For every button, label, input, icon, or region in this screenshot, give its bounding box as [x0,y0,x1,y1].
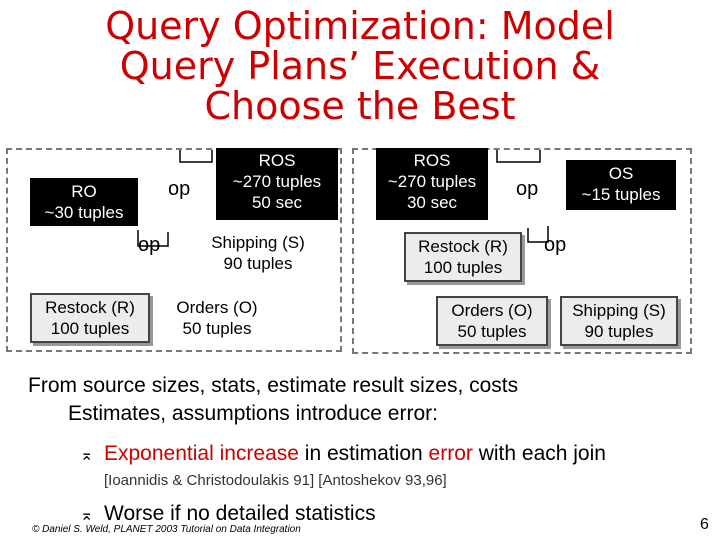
text-line-1: From source sizes, stats, estimate resul… [28,374,519,397]
right-orders-name: Orders (O) [451,301,533,320]
right-ros-box: ROS ~270 tuples 30 sec [376,148,488,220]
right-orders-box: Orders (O) 50 tuples [436,296,548,346]
left-orders-size: 50 tuples [182,319,252,338]
left-op-top: op [168,178,191,200]
right-shipping-size: 90 tuples [584,322,654,341]
bullet2-text: Worse if no detailed statistics [104,502,376,525]
bullet-exponential: ⌅ Exponential increase in estimation erro… [80,442,606,466]
left-restock-box: Restock (R) 100 tuples [30,293,150,343]
right-shipping-name: Shipping (S) [572,301,666,320]
left-ros-name: ROS [258,151,296,170]
left-op-mid: op [138,234,161,256]
citation-text: [Ioannidis & Christodoulakis 91] [Antosh… [104,472,447,489]
right-shipping-box: Shipping (S) 90 tuples [560,296,678,346]
right-plan-frame [352,148,692,354]
bullet1-highlight: Exponential increase [104,442,299,465]
text-line-2: Estimates, assumptions introduce error: [68,402,438,425]
left-restock-size: 100 tuples [50,319,130,338]
title-line-3: Choose the Best [204,84,516,128]
right-orders-size: 50 tuples [457,322,527,341]
right-restock-name: Restock (R) [418,237,508,256]
right-op-mid: op [544,234,567,256]
bullet1-mid: in estimation [298,442,429,465]
right-os-size: ~15 tuples [581,185,661,204]
right-ros-cost: 30 sec [406,193,458,212]
left-shipping-name: Shipping (S) [211,233,305,252]
bullet1-error: error [428,442,473,465]
left-ro-name: RO [71,182,97,201]
left-restock-name: Restock (R) [45,298,135,317]
bullet-icon: ⌅ [80,505,94,524]
right-restock-box: Restock (R) 100 tuples [404,232,522,282]
title-line-1: Query Optimization: Model [105,4,615,48]
bullet-statistics: ⌅ Worse if no detailed statistics [80,502,376,526]
right-restock-size: 100 tuples [423,258,503,277]
page-number: 6 [700,516,709,533]
left-plan-frame [6,148,342,352]
right-os-box: OS ~15 tuples [566,160,676,210]
left-ros-size: ~270 tuples [232,172,322,191]
right-op-top: op [516,178,539,200]
left-shipping-size: 90 tuples [223,254,293,273]
left-orders-name: Orders (O) [176,298,258,317]
bullet-icon: ⌅ [80,445,94,464]
right-os-name: OS [608,164,634,183]
left-shipping-box: Shipping (S) 90 tuples [196,232,320,278]
footer-credit: © Daniel S. Weld, PLANET 2003 Tutorial o… [32,524,301,535]
title-line-2: Query Plans’ Execution & [119,44,601,88]
bullet1-end: with each join [472,442,606,465]
left-ros-cost: 50 sec [251,193,303,212]
left-ro-box: RO ~30 tuples [30,178,138,226]
left-ros-box: ROS ~270 tuples 50 sec [216,148,338,220]
right-ros-name: ROS [413,151,451,170]
right-ros-size: ~270 tuples [387,172,477,191]
left-orders-box: Orders (O) 50 tuples [162,295,272,341]
left-ro-size: ~30 tuples [44,203,124,222]
